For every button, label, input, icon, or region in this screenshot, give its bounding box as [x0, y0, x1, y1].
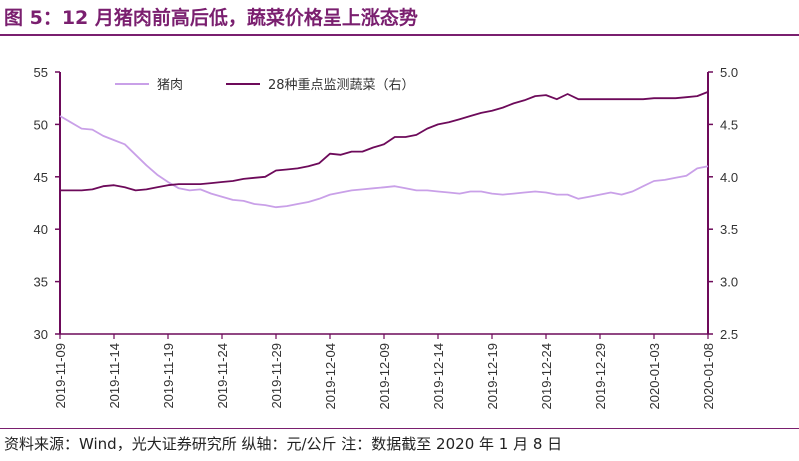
right-tick-label: 3.5 — [720, 222, 738, 237]
left-tick-label: 50 — [34, 117, 48, 132]
left-tick-label: 45 — [34, 170, 48, 185]
x-tick-label: 2019-11-09 — [53, 343, 68, 409]
legend-label: 猪肉 — [157, 78, 183, 93]
legend-item-pork: 猪肉 — [115, 78, 183, 93]
series-line-pork — [59, 115, 709, 209]
x-tick-label: 2019-12-24 — [539, 343, 554, 410]
x-tick-label: 2019-11-14 — [107, 343, 122, 409]
right-tick-label: 4.0 — [720, 170, 738, 185]
x-tick-label: 2019-12-29 — [593, 343, 608, 410]
x-tick-label: 2019-12-09 — [377, 343, 392, 410]
right-tick-label: 5.0 — [720, 65, 738, 80]
footer-rule — [0, 428, 799, 429]
figure-footer: 资料来源：Wind，光大证券研究所 纵轴：元/公斤 注：数据截至 2020 年 … — [4, 435, 563, 453]
x-tick-label: 2019-11-19 — [161, 343, 176, 409]
left-tick-label: 40 — [34, 222, 48, 237]
x-tick-label: 2019-12-14 — [431, 343, 446, 410]
left-tick-label: 35 — [34, 275, 48, 290]
right-tick-label: 2.5 — [720, 327, 738, 342]
title-rule — [0, 34, 799, 36]
legend-label: 28种重点监测蔬菜（右） — [268, 77, 415, 93]
right-tick-label: 4.5 — [720, 117, 738, 132]
x-tick-label: 2019-11-24 — [215, 343, 230, 409]
series-line-veg — [60, 91, 709, 192]
left-tick-label: 30 — [34, 327, 48, 342]
x-tick-label: 2020-01-08 — [701, 343, 716, 410]
figure-title: 图 5：12 月猪肉前高后低，蔬菜价格呈上涨态势 — [4, 7, 418, 29]
right-tick-label: 3.0 — [720, 275, 738, 290]
x-tick-label: 2019-11-29 — [269, 343, 284, 409]
x-tick-label: 2019-12-04 — [323, 343, 338, 410]
x-tick-label: 2019-12-19 — [485, 343, 500, 410]
legend-item-veg: 28种重点监测蔬菜（右） — [226, 77, 415, 93]
x-tick-label: 2020-01-03 — [647, 343, 662, 410]
line-chart: 30 35 40 45 50 55 2.5 3.0 3.5 4.0 4.5 5.0 2019-11-09… — [34, 65, 739, 410]
left-tick-label: 55 — [34, 65, 48, 80]
